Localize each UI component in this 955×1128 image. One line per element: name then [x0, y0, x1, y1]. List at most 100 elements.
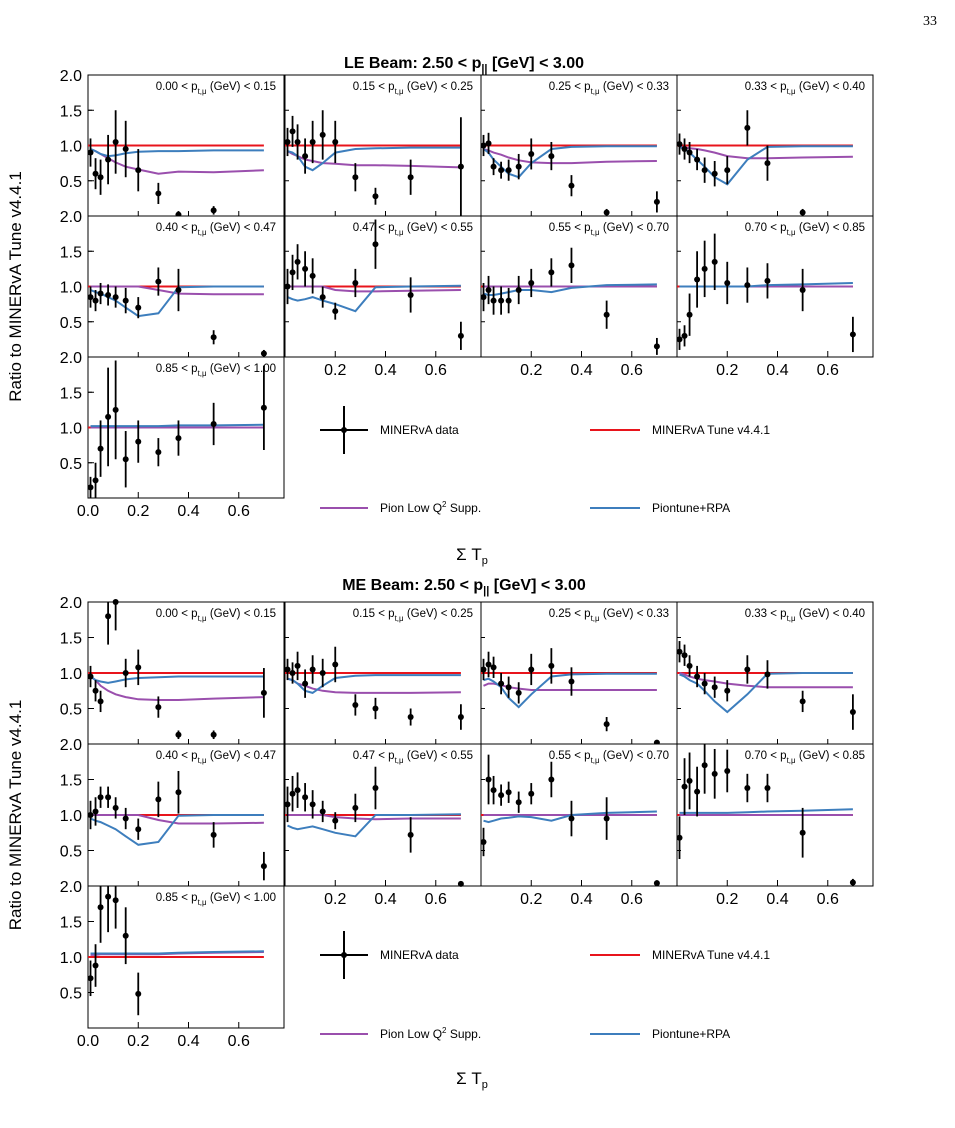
y-axis-label: Ratio to MINERvA Tune v4.4.1	[6, 700, 25, 931]
data-point	[681, 652, 688, 659]
data-point	[155, 278, 162, 285]
legend-data-marker	[341, 427, 347, 433]
piontune-rpa-line	[287, 146, 461, 172]
data-point	[319, 131, 326, 138]
data-point	[485, 661, 492, 668]
data-point	[352, 804, 359, 811]
x-tick-label: 0.2	[324, 891, 346, 908]
data-point	[175, 287, 182, 294]
data-point	[87, 294, 94, 301]
y-tick-label: 1.5	[60, 103, 82, 120]
y-tick-label: 1.5	[60, 773, 82, 790]
panel-bin-label: 0.47 < pt,μ (GeV) < 0.55	[353, 750, 473, 765]
data-point	[155, 796, 162, 803]
data-point	[498, 297, 505, 304]
x-tick-label: 0.6	[228, 503, 250, 520]
data-point	[87, 484, 94, 491]
data-point	[122, 456, 129, 463]
legend-data-label: MINERvA data	[380, 948, 459, 962]
data-point	[490, 664, 497, 671]
panel-bin-label: 0.33 < pt,μ (GeV) < 0.40	[745, 608, 865, 623]
data-point	[332, 138, 339, 145]
data-point	[210, 334, 217, 341]
data-point	[289, 128, 296, 135]
data-point	[457, 714, 464, 721]
data-point	[112, 138, 119, 145]
data-point	[372, 705, 379, 712]
data-point	[407, 714, 414, 721]
data-point	[603, 209, 610, 216]
piontune-rpa-line	[90, 814, 264, 846]
data-point	[711, 258, 718, 265]
data-point	[302, 680, 309, 687]
data-point	[686, 149, 693, 156]
data-point	[764, 160, 771, 167]
data-point	[289, 790, 296, 797]
data-point	[568, 182, 575, 189]
data-point	[260, 689, 267, 696]
data-point	[105, 613, 112, 620]
y-tick-label: 2.0	[60, 737, 82, 754]
data-point	[112, 804, 119, 811]
data-point	[744, 785, 751, 792]
x-tick-label: 0.4	[570, 891, 592, 908]
data-point	[490, 297, 497, 304]
data-point	[711, 770, 718, 777]
data-point	[681, 146, 688, 153]
legend-tune-label: MINERvA Tune v4.4.1	[652, 948, 770, 962]
data-point	[372, 193, 379, 200]
data-point	[284, 666, 291, 673]
x-tick-label: 0.4	[177, 503, 199, 520]
legend-rpa-label: Piontune+RPA	[652, 501, 730, 515]
data-point	[210, 731, 217, 738]
panel: 0.2 0.4 0.6 0.70 < pt,μ (GeV) < 0.85	[676, 743, 874, 908]
y-tick-label: 1.0	[60, 666, 82, 683]
x-tick-label: 0.6	[228, 1033, 250, 1050]
data-point	[294, 787, 301, 794]
data-point	[686, 662, 693, 669]
data-point	[603, 815, 610, 822]
legend-pion-label: Pion Low Q2 Supp.	[380, 1026, 481, 1041]
data-point	[302, 794, 309, 801]
data-point	[112, 294, 119, 301]
piontune-rpa-line	[483, 810, 657, 824]
data-point	[105, 291, 112, 298]
data-point	[309, 801, 316, 808]
y-tick-label: 0.5	[60, 315, 82, 332]
data-point	[210, 831, 217, 838]
data-point	[694, 276, 701, 283]
y-tick-label: 2.0	[60, 350, 82, 367]
data-point	[480, 666, 487, 673]
data-point	[105, 413, 112, 420]
panel-bin-label: 0.85 < pt,μ (GeV) < 1.00	[156, 892, 276, 907]
data-point	[97, 698, 104, 705]
data-point	[175, 731, 182, 738]
data-point	[485, 287, 492, 294]
data-point	[309, 272, 316, 279]
page-number: 33	[923, 14, 937, 29]
x-tick-label: 0.2	[520, 891, 542, 908]
data-point	[694, 788, 701, 795]
data-point	[744, 124, 751, 131]
data-point	[112, 897, 119, 904]
data-point	[653, 198, 660, 205]
data-point	[724, 767, 731, 774]
data-point	[407, 831, 414, 838]
x-tick-label: 0.6	[425, 362, 447, 379]
data-point	[528, 790, 535, 797]
x-tick-label: 0.4	[177, 1033, 199, 1050]
data-point	[701, 265, 708, 272]
data-point	[701, 680, 708, 687]
panel: 2.0 1.5 1.0 0.5 0.0 0.2 0.4 0.6 0.85 < pt,μ (GeV…	[60, 879, 285, 1050]
data-point	[302, 265, 309, 272]
data-point	[97, 174, 104, 181]
data-point	[407, 291, 414, 298]
panel-bin-label: 0.55 < pt,μ (GeV) < 0.70	[549, 222, 669, 237]
data-point	[155, 704, 162, 711]
panel: 2.0 1.5 1.0 0.5 0.0 0.2 0.4 0.6 0.85 < pt,μ (GeV…	[60, 350, 285, 520]
data-point	[87, 975, 94, 982]
data-point	[490, 787, 497, 794]
x-tick-label: 0.6	[817, 891, 839, 908]
panel-bin-label: 0.33 < pt,μ (GeV) < 0.40	[745, 81, 865, 96]
panel: 2.0 1.5 1.0 0.5 0.40 < pt,μ (GeV) < 0.47	[60, 737, 285, 887]
